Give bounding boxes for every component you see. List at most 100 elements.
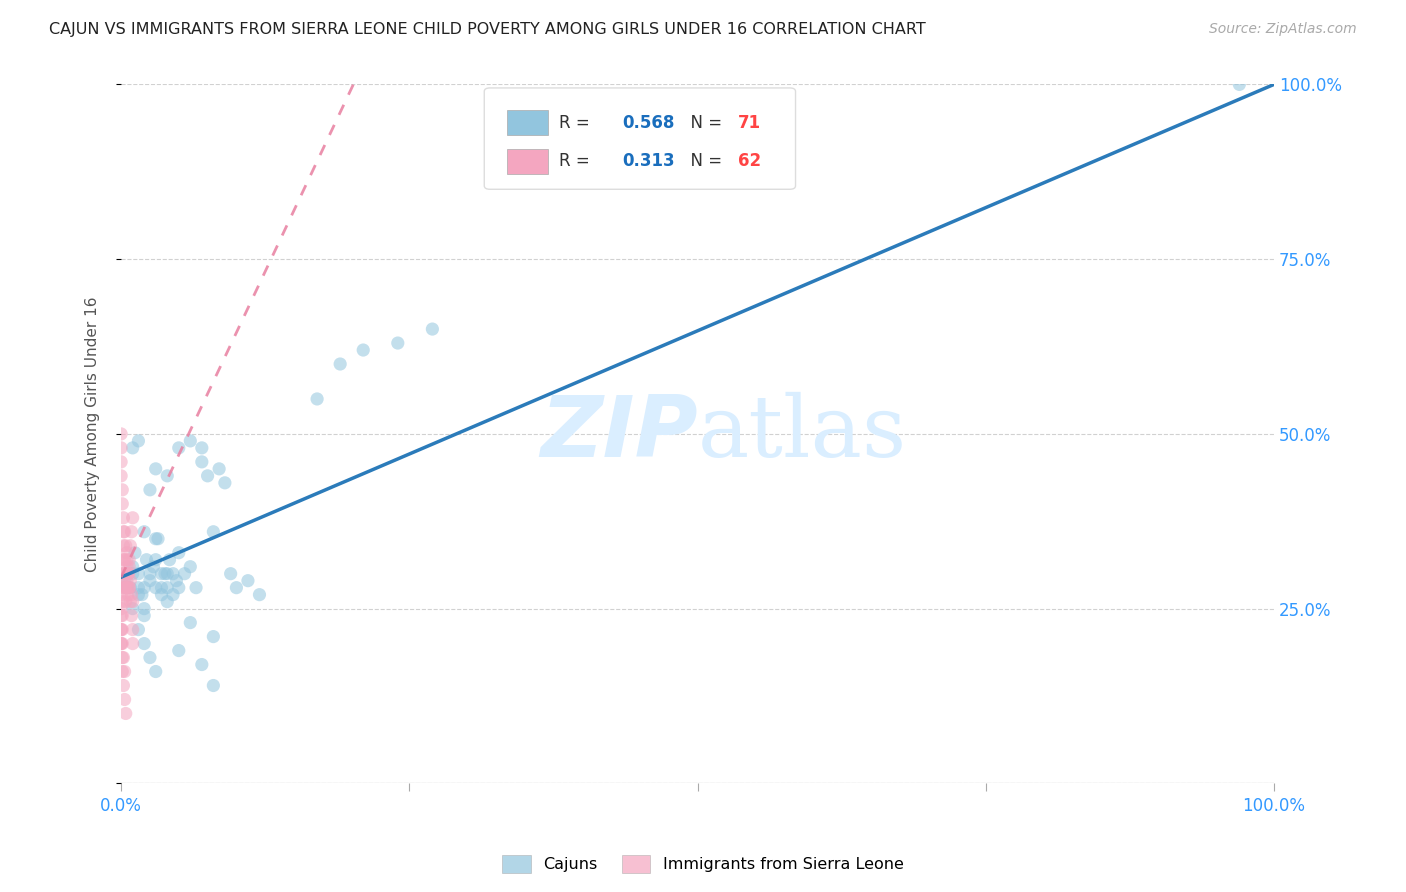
Point xyxy=(115,552,138,566)
Point xyxy=(236,574,259,588)
Point xyxy=(121,524,143,539)
Point xyxy=(120,539,142,553)
Point xyxy=(422,322,444,336)
Point xyxy=(202,524,225,539)
Point xyxy=(146,532,169,546)
Point xyxy=(145,462,167,476)
Point xyxy=(112,510,135,524)
Point xyxy=(135,552,157,566)
Text: N =: N = xyxy=(681,114,728,132)
Point xyxy=(191,657,214,672)
Point xyxy=(110,623,132,637)
Point xyxy=(156,566,179,581)
Point xyxy=(150,588,173,602)
Point xyxy=(114,692,136,706)
Point xyxy=(117,566,139,581)
Point xyxy=(111,665,134,679)
Point xyxy=(121,588,143,602)
Point xyxy=(110,608,132,623)
Point xyxy=(114,539,136,553)
Point xyxy=(114,524,136,539)
Point xyxy=(118,559,141,574)
Point xyxy=(120,594,142,608)
Point xyxy=(134,608,156,623)
Point xyxy=(202,630,225,644)
Point xyxy=(110,441,132,455)
Point xyxy=(121,601,143,615)
Point xyxy=(121,623,143,637)
Point xyxy=(387,336,409,351)
Text: Source: ZipAtlas.com: Source: ZipAtlas.com xyxy=(1209,22,1357,37)
Point xyxy=(121,441,143,455)
Point xyxy=(145,552,167,566)
Point xyxy=(127,623,149,637)
Point xyxy=(134,524,156,539)
Y-axis label: Child Poverty Among Girls Under 16: Child Poverty Among Girls Under 16 xyxy=(86,296,100,572)
Point xyxy=(124,546,146,560)
Point xyxy=(117,566,139,581)
Point xyxy=(352,343,374,357)
Point xyxy=(110,426,132,441)
Point xyxy=(114,706,136,721)
Point xyxy=(112,679,135,693)
Point xyxy=(114,665,136,679)
Point xyxy=(173,566,195,581)
Point xyxy=(111,650,134,665)
Point xyxy=(134,601,156,615)
Point xyxy=(197,468,219,483)
Point xyxy=(167,581,190,595)
Point xyxy=(117,566,139,581)
Point xyxy=(184,581,207,595)
Text: atlas: atlas xyxy=(697,392,907,475)
Point xyxy=(112,566,135,581)
Point xyxy=(110,637,132,651)
Point xyxy=(179,434,201,448)
Point xyxy=(111,623,134,637)
Point xyxy=(153,566,176,581)
Point xyxy=(112,539,135,553)
Point xyxy=(121,594,143,608)
Point xyxy=(110,455,132,469)
Point xyxy=(114,581,136,595)
Point xyxy=(225,581,247,595)
Point xyxy=(145,532,167,546)
Point xyxy=(121,608,143,623)
Point xyxy=(115,581,138,595)
Point xyxy=(111,483,134,497)
Point xyxy=(249,588,271,602)
Point xyxy=(167,441,190,455)
Point xyxy=(115,559,138,574)
Point xyxy=(202,679,225,693)
Point xyxy=(111,637,134,651)
Point xyxy=(112,552,135,566)
Point xyxy=(115,574,138,588)
Point xyxy=(114,566,136,581)
Point xyxy=(127,434,149,448)
Point xyxy=(166,574,188,588)
Point xyxy=(156,468,179,483)
Point xyxy=(118,552,141,566)
Point xyxy=(208,462,231,476)
Point xyxy=(110,588,132,602)
Point xyxy=(179,615,201,630)
Point xyxy=(139,566,162,581)
Point xyxy=(191,441,214,455)
Point xyxy=(1227,78,1250,92)
Point xyxy=(307,392,329,406)
Point xyxy=(110,637,132,651)
Point xyxy=(131,588,153,602)
Text: R =: R = xyxy=(560,114,595,132)
Point xyxy=(110,574,132,588)
Point xyxy=(111,497,134,511)
Point xyxy=(121,566,143,581)
Point xyxy=(134,637,156,651)
Point xyxy=(111,581,134,595)
Point xyxy=(167,546,190,560)
Point xyxy=(118,581,141,595)
Point xyxy=(219,566,242,581)
Point xyxy=(127,588,149,602)
Point xyxy=(117,588,139,602)
Point xyxy=(214,475,236,490)
Point xyxy=(127,566,149,581)
Text: 71: 71 xyxy=(738,114,761,132)
